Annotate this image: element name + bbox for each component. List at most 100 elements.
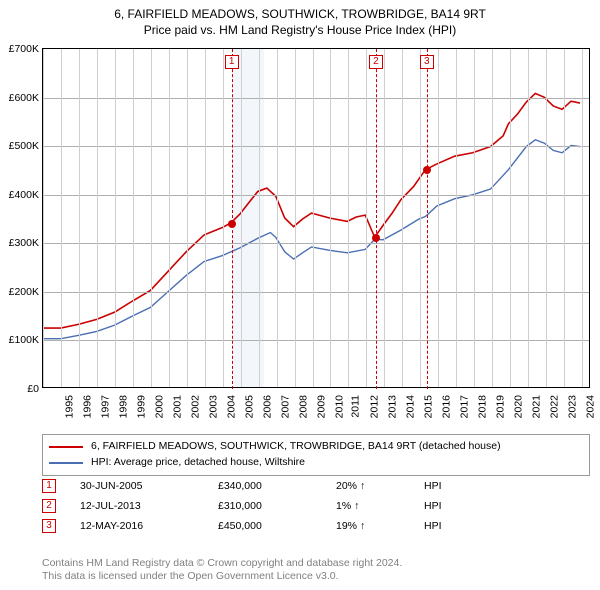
gridline-h bbox=[43, 195, 589, 196]
footer-text: Contains HM Land Registry data © Crown c… bbox=[42, 557, 590, 584]
gridline-v bbox=[564, 49, 565, 387]
chart-title-block: 6, FAIRFIELD MEADOWS, SOUTHWICK, TROWBRI… bbox=[0, 0, 600, 38]
chart-plot-area: £0£100K£200K£300K£400K£500K£600K£700K199… bbox=[42, 48, 590, 388]
gridline-v bbox=[528, 49, 529, 387]
title-line1: 6, FAIRFIELD MEADOWS, SOUTHWICK, TROWBRI… bbox=[0, 6, 600, 22]
gridline-v bbox=[133, 49, 134, 387]
gridline-v bbox=[313, 49, 314, 387]
gridline-v bbox=[546, 49, 547, 387]
gridline-v bbox=[205, 49, 206, 387]
gridline-v bbox=[492, 49, 493, 387]
y-tick-label: £300K bbox=[1, 237, 39, 249]
gridline-h bbox=[43, 243, 589, 244]
gridline-v bbox=[510, 49, 511, 387]
transaction-marker: 2 bbox=[42, 499, 56, 513]
gridline-v bbox=[366, 49, 367, 387]
transaction-price: £340,000 bbox=[218, 480, 328, 492]
x-tick-label: 2001 bbox=[171, 395, 183, 418]
x-tick-label: 2005 bbox=[243, 395, 255, 418]
transactions-table: 1 30-JUN-2005 £340,000 20% HPI 2 12-JUL-2013 £… bbox=[42, 476, 590, 536]
x-tick-label: 2007 bbox=[279, 395, 291, 418]
chart-lines-svg bbox=[43, 49, 589, 387]
legend-swatch-property bbox=[49, 446, 83, 448]
y-tick-label: £0 bbox=[1, 383, 39, 395]
y-tick-label: £600K bbox=[1, 92, 39, 104]
transaction-pct: 1% bbox=[336, 500, 416, 512]
y-tick-label: £400K bbox=[1, 189, 39, 201]
x-tick-label: 2002 bbox=[189, 395, 201, 418]
gridline-v bbox=[259, 49, 260, 387]
transaction-ref: HPI bbox=[424, 500, 464, 512]
x-tick-label: 2011 bbox=[350, 395, 362, 418]
gridline-v bbox=[151, 49, 152, 387]
gridline-h bbox=[43, 98, 589, 99]
marker-label-box: 2 bbox=[369, 55, 383, 69]
gridline-v bbox=[384, 49, 385, 387]
transaction-pct: 20% bbox=[336, 480, 416, 492]
gridline-v bbox=[474, 49, 475, 387]
x-tick-label: 1998 bbox=[117, 395, 129, 418]
gridline-h bbox=[43, 340, 589, 341]
x-tick-label: 1996 bbox=[81, 395, 93, 418]
x-tick-label: 2014 bbox=[405, 395, 417, 418]
gridline-h bbox=[43, 146, 589, 147]
gridline-v bbox=[277, 49, 278, 387]
x-tick-label: 2006 bbox=[261, 395, 273, 418]
transaction-marker: 1 bbox=[42, 479, 56, 493]
x-tick-label: 2018 bbox=[477, 395, 489, 418]
gridline-v bbox=[295, 49, 296, 387]
gridline-v bbox=[79, 49, 80, 387]
footer-line1: Contains HM Land Registry data © Crown c… bbox=[42, 557, 590, 571]
transaction-row: 312-MAY-2016£450,00019% HPI bbox=[42, 516, 590, 536]
x-tick-label: 1997 bbox=[99, 395, 111, 418]
x-tick-label: 2020 bbox=[513, 395, 525, 418]
gridline-v bbox=[348, 49, 349, 387]
x-tick-label: 2015 bbox=[423, 395, 435, 418]
transaction-marker: 3 bbox=[42, 519, 56, 533]
legend-box: 6, FAIRFIELD MEADOWS, SOUTHWICK, TROWBRI… bbox=[42, 434, 590, 476]
gridline-v bbox=[223, 49, 224, 387]
gridline-v bbox=[169, 49, 170, 387]
arrow-up-icon bbox=[354, 500, 359, 512]
gridline-v bbox=[241, 49, 242, 387]
marker-dot bbox=[372, 234, 380, 242]
transaction-date: 30-JUN-2005 bbox=[80, 480, 210, 492]
gridline-v bbox=[402, 49, 403, 387]
legend-label-hpi: HPI: Average price, detached house, Wilt… bbox=[91, 455, 305, 471]
x-tick-label: 2004 bbox=[225, 395, 237, 418]
marker-line bbox=[427, 49, 428, 389]
marker-line bbox=[376, 49, 377, 389]
marker-dot bbox=[228, 220, 236, 228]
x-tick-label: 2024 bbox=[584, 395, 596, 418]
transaction-row: 130-JUN-2005£340,00020% HPI bbox=[42, 476, 590, 496]
x-tick-label: 2019 bbox=[495, 395, 507, 418]
gridline-v bbox=[330, 49, 331, 387]
gridline-h bbox=[43, 292, 589, 293]
x-tick-label: 1995 bbox=[63, 395, 75, 418]
legend-row-hpi: HPI: Average price, detached house, Wilt… bbox=[49, 455, 583, 471]
y-tick-label: £100K bbox=[1, 334, 39, 346]
arrow-up-icon bbox=[360, 480, 365, 492]
x-tick-label: 2010 bbox=[333, 395, 345, 418]
x-tick-label: 2008 bbox=[297, 395, 309, 418]
transaction-pct: 19% bbox=[336, 520, 416, 532]
gridline-v bbox=[582, 49, 583, 387]
transaction-date: 12-JUL-2013 bbox=[80, 500, 210, 512]
x-tick-label: 2022 bbox=[548, 395, 560, 418]
x-tick-label: 2017 bbox=[459, 395, 471, 418]
y-tick-label: £500K bbox=[1, 140, 39, 152]
x-tick-label: 2000 bbox=[153, 395, 165, 418]
legend-label-property: 6, FAIRFIELD MEADOWS, SOUTHWICK, TROWBRI… bbox=[91, 439, 501, 455]
title-line2: Price paid vs. HM Land Registry's House … bbox=[0, 22, 600, 38]
transaction-ref: HPI bbox=[424, 520, 464, 532]
arrow-up-icon bbox=[360, 520, 365, 532]
transaction-price: £450,000 bbox=[218, 520, 328, 532]
x-tick-label: 2021 bbox=[531, 395, 543, 418]
gridline-v bbox=[115, 49, 116, 387]
transaction-price: £310,000 bbox=[218, 500, 328, 512]
x-tick-label: 2023 bbox=[566, 395, 578, 418]
y-tick-label: £200K bbox=[1, 286, 39, 298]
x-tick-label: 2009 bbox=[315, 395, 327, 418]
gridline-v bbox=[187, 49, 188, 387]
transaction-row: 2 12-JUL-2013 £310,000 1% HPI bbox=[42, 496, 590, 516]
